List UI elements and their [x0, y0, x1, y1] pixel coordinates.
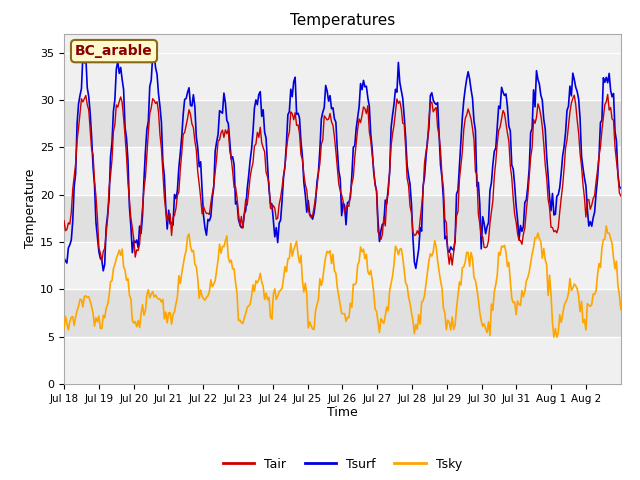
- Bar: [64, 336, 621, 384]
- Bar: [64, 52, 621, 100]
- X-axis label: Time: Time: [327, 407, 358, 420]
- Title: Temperatures: Temperatures: [290, 13, 395, 28]
- Legend: Tair, Tsurf, Tsky: Tair, Tsurf, Tsky: [218, 453, 467, 476]
- Bar: [64, 194, 621, 242]
- Y-axis label: Temperature: Temperature: [24, 169, 37, 249]
- Bar: [64, 289, 621, 336]
- Bar: [64, 100, 621, 147]
- Bar: [64, 147, 621, 194]
- Bar: [64, 242, 621, 289]
- Text: BC_arable: BC_arable: [75, 44, 153, 58]
